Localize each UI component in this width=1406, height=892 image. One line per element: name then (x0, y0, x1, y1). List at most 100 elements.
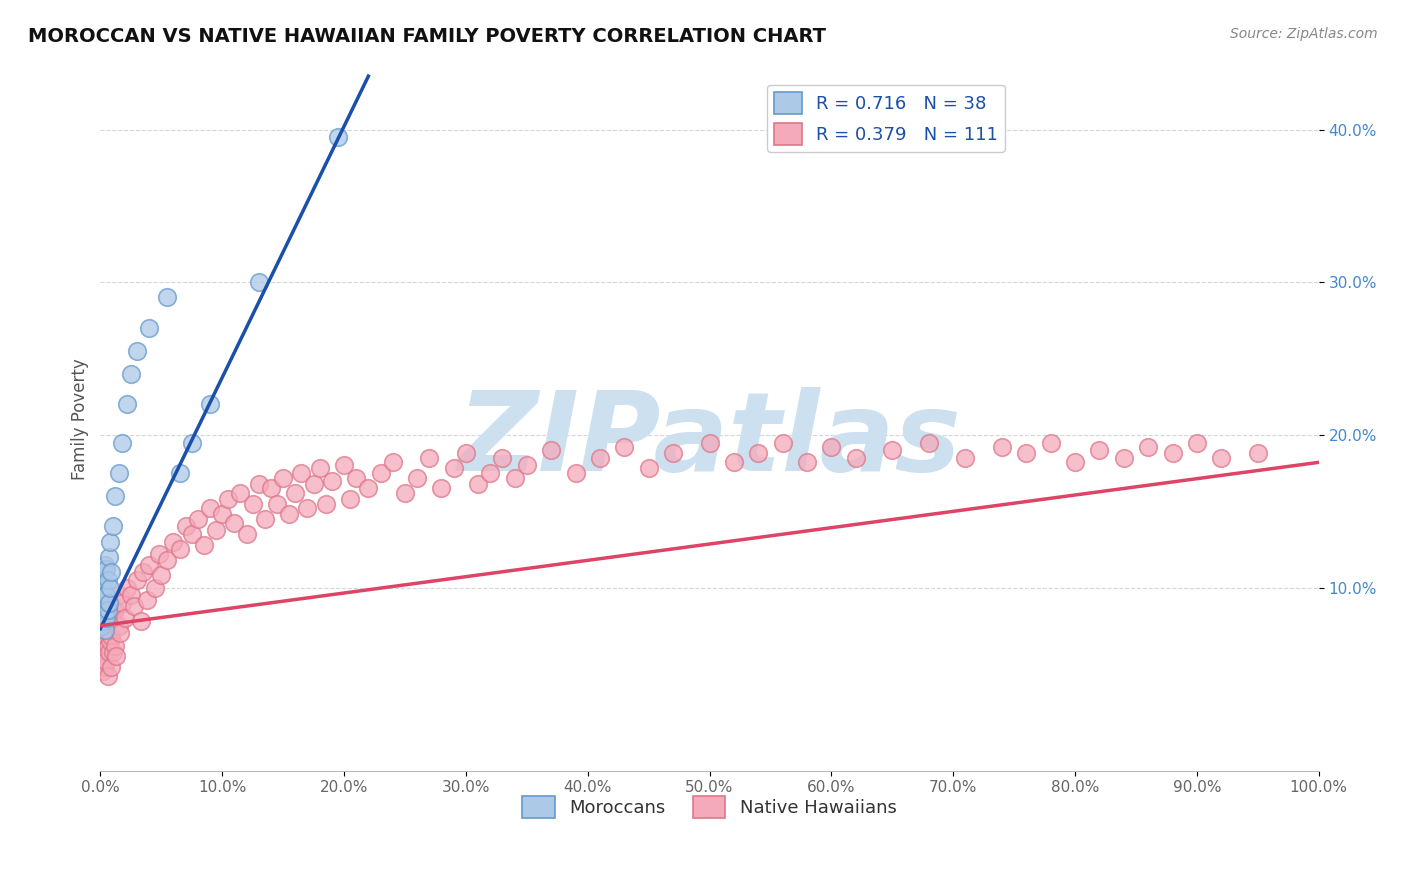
Point (503, 470, 526, 484)
Point (180, 435, 202, 450)
Text: MOROCCAN VS NATIVE HAWAIIAN FAMILY POVERTY CORRELATION CHART: MOROCCAN VS NATIVE HAWAIIAN FAMILY POVER… (28, 27, 827, 45)
Point (94, 629, 117, 643)
Point (406, 470, 429, 484)
Point (138, 558, 160, 572)
Point (357, 481, 380, 495)
Point (479, 466, 502, 480)
Point (108, 626, 131, 640)
Point (125, 573, 148, 587)
Point (97, 549, 120, 564)
Point (260, 481, 283, 495)
Point (100, 566, 122, 580)
Point (308, 461, 330, 475)
Point (98, 634, 121, 648)
Point (564, 466, 586, 480)
Point (90, 657, 112, 671)
Point (370, 466, 392, 480)
Point (381, 455, 404, 469)
Point (217, 491, 239, 506)
Point (96, 654, 118, 668)
Point (107, 588, 129, 602)
Point (93, 573, 115, 587)
Point (613, 440, 636, 454)
Point (132, 566, 155, 580)
Point (94, 624, 117, 638)
Point (540, 443, 562, 458)
Point (772, 435, 794, 450)
Point (198, 501, 221, 516)
Legend: Moroccans, Native Hawaiians: Moroccans, Native Hawaiians (515, 789, 904, 825)
Point (224, 516, 246, 531)
Point (96, 588, 118, 602)
Point (339, 491, 361, 506)
Point (1112, 450, 1135, 465)
Point (90, 618, 112, 632)
Point (247, 275, 270, 289)
Point (107, 466, 129, 480)
Point (97, 645, 120, 659)
Point (326, 130, 349, 145)
Point (91, 626, 114, 640)
Point (104, 639, 127, 653)
Point (125, 343, 148, 358)
Point (1247, 446, 1270, 460)
Point (180, 527, 202, 541)
Point (266, 497, 288, 511)
Point (991, 440, 1014, 454)
Point (107, 618, 129, 632)
Point (247, 476, 270, 491)
Point (845, 450, 868, 465)
Point (796, 455, 818, 469)
Point (723, 455, 745, 469)
Point (394, 486, 416, 500)
Point (111, 435, 134, 450)
Point (637, 461, 659, 475)
Point (97, 596, 120, 610)
Point (101, 645, 124, 659)
Point (955, 450, 977, 465)
Point (129, 614, 152, 628)
Point (96, 624, 118, 638)
Y-axis label: Family Poverty: Family Poverty (72, 359, 89, 481)
Point (97, 639, 120, 653)
Point (491, 450, 513, 465)
Point (93, 649, 115, 664)
Point (91, 665, 114, 679)
Point (91, 566, 114, 580)
Point (101, 519, 124, 533)
Point (918, 435, 941, 450)
Point (115, 581, 138, 595)
Point (1064, 455, 1087, 469)
Point (747, 446, 769, 460)
Point (278, 508, 301, 522)
Point (97, 603, 120, 617)
Point (1137, 440, 1160, 454)
Point (820, 440, 842, 454)
Point (135, 592, 157, 607)
Point (589, 450, 612, 465)
Point (1211, 450, 1233, 465)
Point (101, 603, 124, 617)
Point (302, 476, 325, 491)
Point (138, 321, 160, 335)
Point (97, 669, 120, 683)
Point (205, 523, 228, 537)
Point (96, 562, 118, 576)
Point (124, 599, 146, 613)
Point (100, 660, 122, 674)
Point (193, 538, 215, 552)
Point (454, 446, 477, 460)
Point (882, 443, 904, 458)
Point (98, 581, 121, 595)
Point (242, 497, 264, 511)
Point (271, 470, 294, 484)
Point (90, 634, 112, 648)
Point (115, 397, 138, 411)
Point (253, 512, 276, 526)
Point (150, 568, 173, 582)
Point (148, 547, 170, 561)
Point (162, 534, 184, 549)
Point (93, 599, 115, 613)
Point (94, 588, 117, 602)
Point (344, 470, 367, 484)
